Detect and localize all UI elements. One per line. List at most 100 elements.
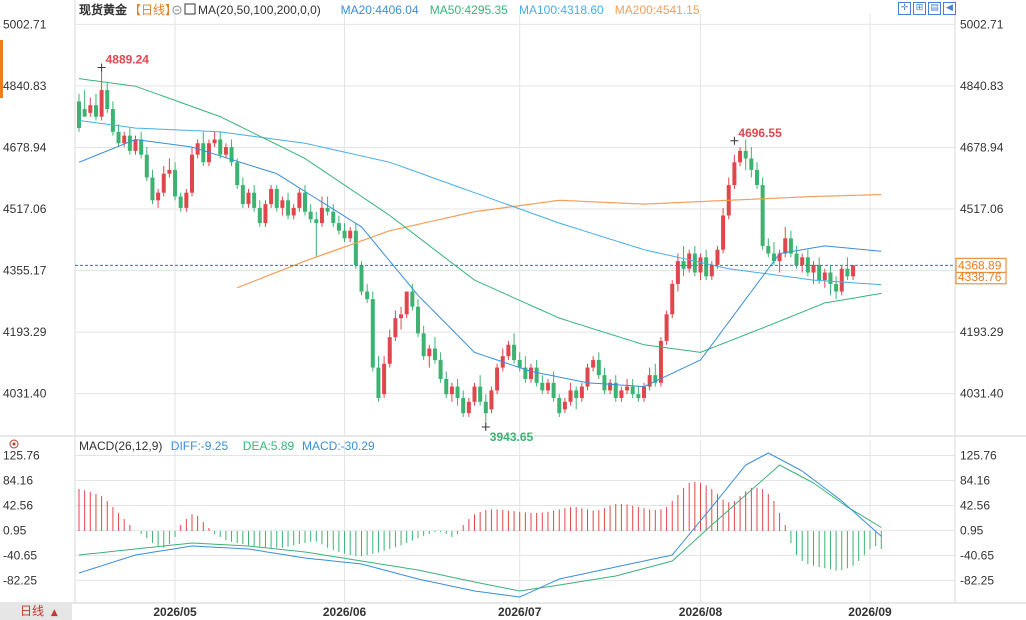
settings-icon[interactable] xyxy=(9,439,19,449)
candle-body[interactable] xyxy=(432,348,437,360)
candle-body[interactable] xyxy=(161,173,166,193)
candle-body[interactable] xyxy=(167,169,172,174)
candle-body[interactable] xyxy=(382,363,387,395)
candle-body[interactable] xyxy=(319,207,324,224)
candle-body[interactable] xyxy=(625,386,630,391)
candle-body[interactable] xyxy=(252,192,257,208)
candle-body[interactable] xyxy=(602,375,607,391)
candle-body[interactable] xyxy=(596,359,601,376)
candle-body[interactable] xyxy=(178,196,183,208)
candle-body[interactable] xyxy=(286,200,291,216)
candle-body[interactable] xyxy=(704,257,709,277)
candle-body[interactable] xyxy=(280,200,285,208)
candle-body[interactable] xyxy=(613,382,618,398)
candle-body[interactable] xyxy=(291,207,296,216)
candle-body[interactable] xyxy=(574,390,579,398)
candle-body[interactable] xyxy=(851,265,856,277)
candle-body[interactable] xyxy=(721,215,726,250)
candle-body[interactable] xyxy=(687,253,692,269)
candle-body[interactable] xyxy=(619,390,624,398)
candle-body[interactable] xyxy=(738,150,743,163)
candle-body[interactable] xyxy=(212,139,217,144)
candle-body[interactable] xyxy=(461,397,466,414)
candle-body[interactable] xyxy=(421,333,426,357)
candle-body[interactable] xyxy=(512,344,517,360)
candle-body[interactable] xyxy=(817,264,822,281)
candle-body[interactable] xyxy=(342,230,347,239)
candle-body[interactable] xyxy=(845,268,850,277)
candle-body[interactable] xyxy=(218,139,223,155)
candle-body[interactable] xyxy=(545,382,550,391)
ma-settings-icon[interactable] xyxy=(184,3,196,15)
candle-body[interactable] xyxy=(472,386,477,402)
candle-body[interactable] xyxy=(127,135,132,151)
candle-body[interactable] xyxy=(636,394,641,398)
candle-body[interactable] xyxy=(82,109,87,117)
candle-body[interactable] xyxy=(585,367,590,387)
candle-body[interactable] xyxy=(99,90,104,117)
period-tab[interactable]: 日线 ▲ xyxy=(0,603,72,620)
candle-body[interactable] xyxy=(393,318,398,338)
candle-body[interactable] xyxy=(449,386,454,395)
candle-body[interactable] xyxy=(263,204,268,224)
candle-body[interactable] xyxy=(88,105,93,113)
candle-body[interactable] xyxy=(455,386,460,398)
candle-body[interactable] xyxy=(116,131,121,144)
candle-body[interactable] xyxy=(517,359,522,368)
candle-body[interactable] xyxy=(478,386,483,402)
candle-body[interactable] xyxy=(240,185,245,205)
candle-body[interactable] xyxy=(93,105,98,117)
candle-body[interactable] xyxy=(788,238,793,254)
candle-body[interactable] xyxy=(834,283,839,292)
candle-body[interactable] xyxy=(681,261,686,269)
candle-body[interactable] xyxy=(709,264,714,277)
candle-body[interactable] xyxy=(229,147,234,163)
candle-body[interactable] xyxy=(670,283,675,315)
candle-body[interactable] xyxy=(201,143,206,163)
candle-body[interactable] xyxy=(506,344,511,357)
candle-body[interactable] xyxy=(365,291,370,300)
candle-body[interactable] xyxy=(314,219,319,224)
candle-body[interactable] xyxy=(190,154,194,193)
candle-body[interactable] xyxy=(416,306,420,334)
candle-body[interactable] xyxy=(325,207,330,212)
candle-body[interactable] xyxy=(534,367,539,383)
candle-body[interactable] xyxy=(664,314,669,341)
candle-body[interactable] xyxy=(777,253,782,262)
candle-body[interactable] xyxy=(658,340,663,383)
candle-body[interactable] xyxy=(483,401,488,414)
candle-body[interactable] xyxy=(647,375,652,387)
candle-body[interactable] xyxy=(370,299,375,368)
candle-body[interactable] xyxy=(235,162,240,186)
candle-body[interactable] xyxy=(359,264,364,292)
candle-body[interactable] xyxy=(489,390,494,410)
candle-body[interactable] xyxy=(257,207,262,224)
candle-body[interactable] xyxy=(184,192,189,208)
candle-body[interactable] xyxy=(466,401,471,414)
candle-body[interactable] xyxy=(77,101,81,129)
candle-body[interactable] xyxy=(399,314,404,319)
candle-body[interactable] xyxy=(122,135,127,144)
candle-body[interactable] xyxy=(828,272,833,284)
crosshair-icon[interactable]: ✛ xyxy=(898,2,911,15)
candle-body[interactable] xyxy=(404,291,409,315)
candle-body[interactable] xyxy=(444,378,449,395)
candle-body[interactable] xyxy=(297,192,302,208)
candle-body[interactable] xyxy=(568,390,573,402)
candle-body[interactable] xyxy=(427,348,432,357)
candle-body[interactable] xyxy=(308,211,313,220)
candle-body[interactable] xyxy=(387,337,392,364)
candle-body[interactable] xyxy=(794,253,799,265)
candle-body[interactable] xyxy=(579,386,584,398)
candle-body[interactable] xyxy=(749,158,754,170)
candle-body[interactable] xyxy=(811,264,816,273)
candle-body[interactable] xyxy=(715,249,720,265)
candle-body[interactable] xyxy=(755,169,759,186)
candle-body[interactable] xyxy=(173,169,178,197)
candle-body[interactable] xyxy=(557,397,562,414)
candle-body[interactable] xyxy=(732,162,737,186)
candle-body[interactable] xyxy=(438,359,443,379)
candle-body[interactable] xyxy=(495,367,500,391)
candle-body[interactable] xyxy=(692,253,697,273)
